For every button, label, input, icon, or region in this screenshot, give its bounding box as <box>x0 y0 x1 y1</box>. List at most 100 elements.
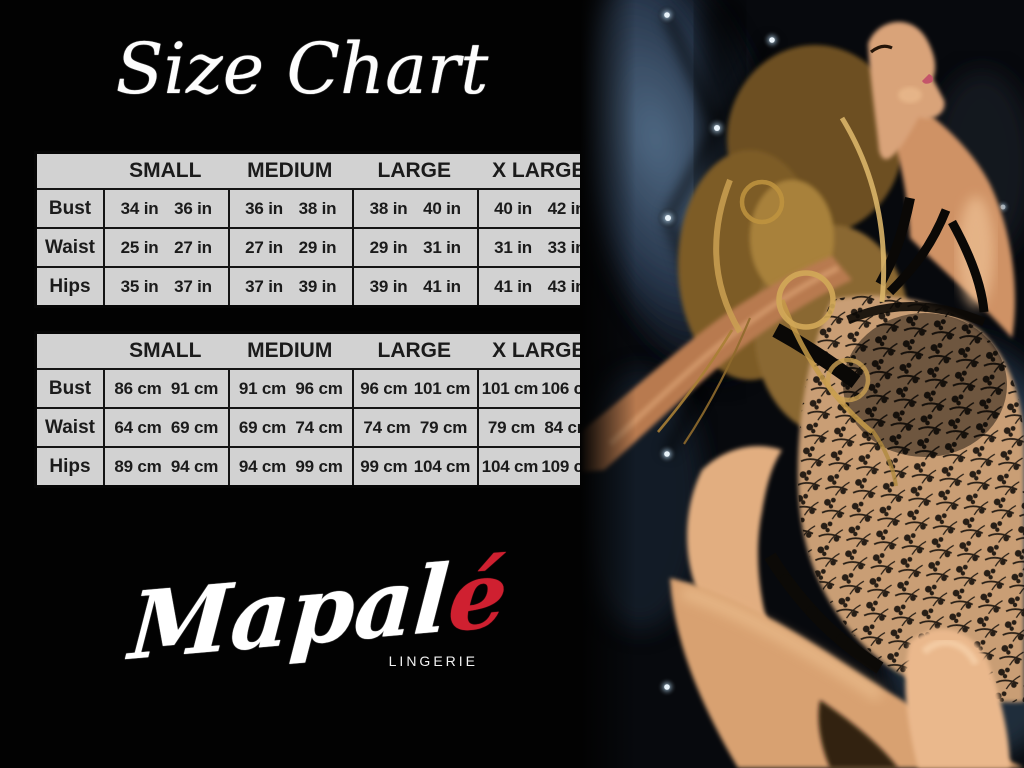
measurement-value: 27 in <box>245 237 283 257</box>
measurement-value: 27 in <box>174 237 212 257</box>
measurement-value: 94 cm <box>238 456 287 476</box>
row-label: Bust <box>48 197 92 219</box>
measurement-value: 104 cm <box>413 456 471 476</box>
model-photo-illustration <box>580 0 1024 768</box>
measurement-value: 36 in <box>174 198 212 218</box>
measurement-value: 41 in <box>494 276 532 296</box>
measurement-value: 40 in <box>423 198 461 218</box>
table-row-hips: Hips 35 in 37 in 37 in 39 in 39 in 41 in… <box>37 266 601 305</box>
measurement-value: 41 in <box>423 276 461 296</box>
measurement-cell: 99 cm 104 cm <box>352 448 477 485</box>
row-label: Hips <box>49 455 91 477</box>
measurement-value: 31 in <box>423 237 461 257</box>
measurement-cell: 96 cm 101 cm <box>352 370 477 407</box>
measurement-value: 64 cm <box>114 417 162 437</box>
measurement-cell: 27 in 29 in <box>227 229 353 266</box>
measurement-value: 104 cm <box>481 456 539 476</box>
size-column-header: LARGE <box>377 339 452 362</box>
measurement-value: 25 in <box>120 237 159 257</box>
measurement-value: 29 in <box>369 237 408 257</box>
measurement-value: 96 cm <box>360 378 408 398</box>
measurement-cell: 86 cm 91 cm <box>103 370 228 407</box>
measurement-value: 69 cm <box>170 417 219 437</box>
measurement-value: 39 in <box>298 276 337 296</box>
measurement-cell: 69 cm 74 cm <box>227 409 353 446</box>
measurement-value: 34 in <box>120 198 159 218</box>
measurement-cell: 35 in 37 in <box>103 268 228 305</box>
size-table-centimeters: SMALL MEDIUM LARGE X LARGE Bust 86 cm 91… <box>34 331 604 488</box>
page-title: Size Chart <box>115 28 489 110</box>
size-column-header: SMALL <box>129 339 202 362</box>
model-photo <box>580 0 1024 768</box>
size-column-header: X LARGE <box>492 339 586 362</box>
measurement-value: 69 cm <box>238 417 287 437</box>
measurement-value: 35 in <box>120 276 159 296</box>
measurement-value: 79 cm <box>419 417 468 437</box>
table-corner-cell <box>37 334 103 368</box>
measurement-value: 37 in <box>245 276 283 296</box>
model-figure <box>580 21 1024 768</box>
size-table-inches: SMALL MEDIUM LARGE X LARGE Bust 34 in 36… <box>34 151 604 308</box>
measurement-value: 91 cm <box>170 378 219 398</box>
row-label: Bust <box>48 377 92 399</box>
measurement-value: 84 cm <box>544 417 592 437</box>
table-header-row: SMALL MEDIUM LARGE X LARGE <box>37 154 601 188</box>
size-column-header: SMALL <box>129 159 202 182</box>
measurement-value: 36 in <box>245 198 283 218</box>
measurement-value: 39 in <box>369 276 408 296</box>
table-row-hips: Hips 89 cm 94 cm 94 cm 99 cm 99 cm 104 c… <box>37 446 601 485</box>
measurement-value: 91 cm <box>238 378 287 398</box>
measurement-cell: 25 in 27 in <box>103 229 228 266</box>
size-column-header: X LARGE <box>492 159 586 182</box>
measurement-value: 99 cm <box>360 456 408 476</box>
size-column-header: MEDIUM <box>247 339 333 362</box>
measurement-value: 89 cm <box>114 456 162 476</box>
hair-curls <box>657 116 898 487</box>
measurement-value: 38 in <box>369 198 408 218</box>
table-row-waist: Waist 64 cm 69 cm 69 cm 74 cm 74 cm 79 c… <box>37 407 601 446</box>
measurement-cell: 37 in 39 in <box>227 268 353 305</box>
measurement-cell: 89 cm 94 cm <box>103 448 228 485</box>
row-label: Hips <box>49 275 91 297</box>
measurement-value: 96 cm <box>295 378 343 398</box>
row-label: Waist <box>45 236 95 258</box>
table-header-row: SMALL MEDIUM LARGE X LARGE <box>37 334 601 368</box>
measurement-value: 101 cm <box>481 378 539 398</box>
measurement-cell: 41 in 43 in <box>476 268 602 305</box>
size-column-header: MEDIUM <box>247 159 333 182</box>
measurement-cell: 31 in 33 in <box>476 229 602 266</box>
measurement-cell: 34 in 36 in <box>103 190 228 227</box>
brand-logo: Mapalé LINGERIE <box>118 539 518 681</box>
measurement-value: 31 in <box>494 237 532 257</box>
table-row-bust: Bust 86 cm 91 cm 91 cm 96 cm 96 cm 101 c… <box>37 368 601 407</box>
model-face <box>868 21 945 160</box>
measurement-value: 99 cm <box>295 456 343 476</box>
measurement-value: 38 in <box>298 198 337 218</box>
measurement-cell: 29 in 31 in <box>352 229 477 266</box>
measurement-value: 74 cm <box>363 417 411 437</box>
brand-accent-letter: é <box>444 538 511 654</box>
brand-tagline: LINGERIE <box>388 652 478 669</box>
measurement-value: 37 in <box>174 276 212 296</box>
measurement-value: 74 cm <box>295 417 343 437</box>
measurement-value: 86 cm <box>114 378 162 398</box>
measurement-cell: 38 in 40 in <box>352 190 477 227</box>
measurement-cell: 94 cm 99 cm <box>227 448 353 485</box>
left-fade <box>580 0 636 768</box>
size-column-header: LARGE <box>377 159 452 182</box>
measurement-cell: 36 in 38 in <box>227 190 353 227</box>
measurement-cell: 39 in 41 in <box>352 268 477 305</box>
row-label: Waist <box>45 416 95 438</box>
table-corner-cell <box>37 154 103 188</box>
measurement-value: 94 cm <box>170 456 219 476</box>
table-row-bust: Bust 34 in 36 in 36 in 38 in 38 in 40 in… <box>37 188 601 227</box>
measurement-value: 79 cm <box>487 417 536 437</box>
measurement-cell: 64 cm 69 cm <box>103 409 228 446</box>
measurement-value: 42 in <box>547 198 586 218</box>
table-row-waist: Waist 25 in 27 in 27 in 29 in 29 in 31 i… <box>37 227 601 266</box>
measurement-value: 43 in <box>547 276 586 296</box>
measurement-cell: 79 cm 84 cm <box>476 409 602 446</box>
measurement-value: 40 in <box>494 198 532 218</box>
measurement-cell: 74 cm 79 cm <box>352 409 477 446</box>
